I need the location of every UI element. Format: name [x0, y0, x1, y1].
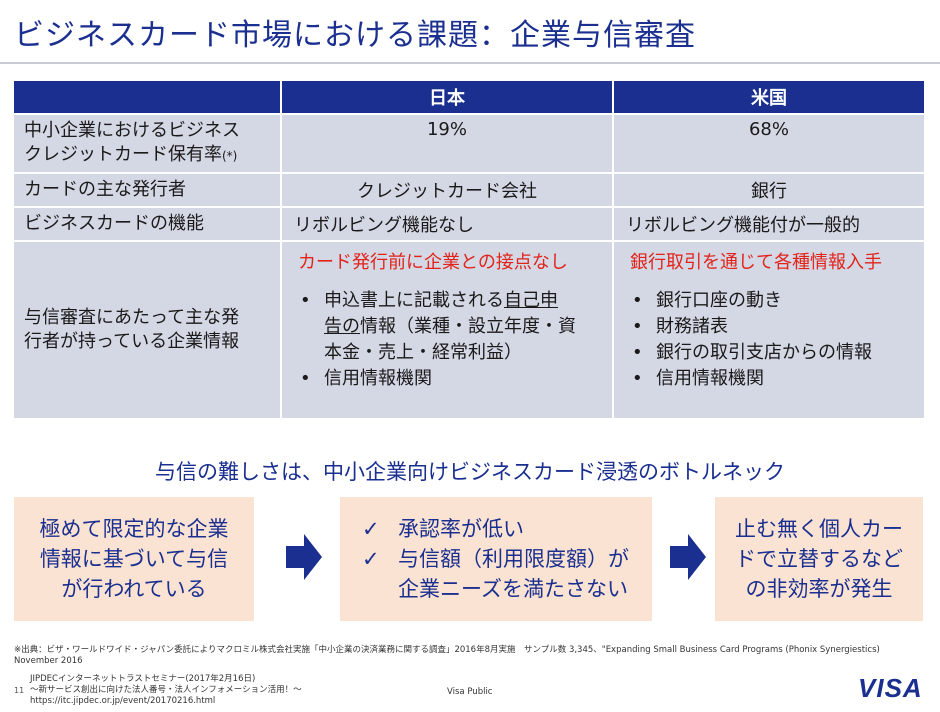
row-label-line: 中小企業におけるビジネス	[24, 120, 240, 141]
issue-text: 与信額（利用限度額）が	[398, 547, 629, 571]
bottleneck-statement: 与信の難しさは、中小企業向けビジネスカード浸透のボトルネック	[155, 460, 785, 484]
header-japan: 日本	[282, 81, 614, 115]
comparison-table: 日本 米国 中小企業におけるビジネス クレジットカード保有率(*) 19% 68…	[14, 81, 924, 420]
seminar-link[interactable]: https://itc.jipdec.or.jp/event/20170216.…	[30, 696, 216, 706]
list-item: 銀行口座の動き	[626, 288, 924, 314]
list-item: ✓ 承認率が低い	[362, 514, 629, 544]
table-row: カードの主な発行者 クレジットカード会社 銀行	[14, 174, 924, 208]
us-info-heading: 銀行取引を通じて各種情報入手	[630, 252, 882, 273]
box-line: ドで立替するなど	[735, 547, 903, 571]
bullet-text: 申込書上に記載される	[324, 290, 504, 311]
japan-company-info: カード発行前に企業との接点なし 申込書上に記載される自己申 告の情報（業種・設立…	[282, 242, 614, 420]
us-card-function: リボルビング機能付が一般的	[614, 208, 924, 242]
box-line: 情報に基づいて与信	[39, 547, 229, 571]
bullet-text-underlined: 告の	[324, 316, 360, 337]
bullet-text-underlined: 自己申	[504, 290, 558, 311]
us-issuer: 銀行	[614, 174, 924, 208]
check-icon: ✓	[362, 547, 380, 571]
header-empty	[14, 81, 282, 115]
box-line: の非効率が発生	[745, 577, 893, 601]
row-label-line: 与信審査にあたって主な発	[24, 307, 240, 328]
japan-issuer: クレジットカード会社	[282, 174, 614, 208]
table-row: 与信審査にあたって主な発 行者が持っている企業情報 カード発行前に企業との接点な…	[14, 242, 924, 420]
row-label-line: 行者が持っている企業情報	[24, 331, 240, 352]
japan-ownership-rate: 19%	[282, 115, 614, 174]
table-row: ビジネスカードの機能 リボルビング機能なし リボルビング機能付が一般的	[14, 208, 924, 242]
us-company-info: 銀行取引を通じて各種情報入手 銀行口座の動き 財務諸表 銀行の取引支店からの情報…	[614, 242, 924, 420]
us-info-list: 銀行口座の動き 財務諸表 銀行の取引支店からの情報 信用情報機関	[626, 288, 924, 392]
list-item: 信用情報機関	[294, 366, 612, 392]
seminar-info: JIPDECインターネットトラストセミナー(2017年2月16日) ～新サービス…	[30, 674, 302, 707]
issue-text: 企業ニーズを満たさない	[398, 577, 628, 601]
issue-text: 承認率が低い	[398, 517, 524, 541]
arrow-right-icon	[286, 534, 322, 580]
list-item: 財務諸表	[626, 314, 924, 340]
table-row: 中小企業におけるビジネス クレジットカード保有率(*) 19% 68%	[14, 115, 924, 174]
japan-info-list: 申込書上に記載される自己申 告の情報（業種・設立年度・資 本金・売上・経常利益）…	[294, 288, 612, 392]
visa-logo: VISA	[858, 673, 923, 703]
japan-info-heading: カード発行前に企業との接点なし	[298, 252, 568, 273]
box-line: 極めて限定的な企業	[39, 517, 229, 541]
box-line: が行われている	[61, 577, 207, 601]
credit-issues-box: ✓ 承認率が低い ✓ 与信額（利用限度額）が 企業ニーズを満たさない	[340, 497, 652, 621]
classification-label: Visa Public	[447, 687, 493, 697]
row-label-ownership-rate: 中小企業におけるビジネス クレジットカード保有率(*)	[14, 115, 282, 174]
header-us: 米国	[614, 81, 924, 115]
seminar-line: JIPDECインターネットトラストセミナー(2017年2月16日)	[30, 674, 256, 684]
issues-list: ✓ 承認率が低い ✓ 与信額（利用限度額）が 企業ニーズを満たさない	[362, 514, 629, 604]
footnote-mark: (*)	[222, 149, 238, 163]
list-item: 銀行の取引支店からの情報	[626, 340, 924, 366]
source-line: ※出典：ビザ・ワールドワイド・ジャパン委託によりマクロミル株式会社実施「中小企業…	[14, 645, 880, 655]
check-icon: ✓	[362, 517, 380, 541]
japan-card-function: リボルビング機能なし	[282, 208, 614, 242]
limited-info-box: 極めて限定的な企業 情報に基づいて与信 が行われている	[14, 497, 254, 621]
row-label-text: クレジットカード保有率	[24, 144, 222, 165]
bullet-text: 情報（業種・設立年度・資	[360, 316, 576, 337]
source-line: November 2016	[14, 656, 83, 666]
row-label-company-info: 与信審査にあたって主な発 行者が持っている企業情報	[14, 242, 282, 420]
list-item: ✓ 与信額（利用限度額）が 企業ニーズを満たさない	[362, 544, 629, 604]
arrow-right-icon	[670, 534, 706, 580]
page-number: 11	[14, 686, 25, 695]
row-label-issuer: カードの主な発行者	[14, 174, 282, 208]
inefficiency-box: 止む無く個人カー ドで立替するなど の非効率が発生	[715, 497, 923, 621]
row-label-card-function: ビジネスカードの機能	[14, 208, 282, 242]
table-header-row: 日本 米国	[14, 81, 924, 115]
list-item: 申込書上に記載される自己申 告の情報（業種・設立年度・資 本金・売上・経常利益）	[294, 288, 612, 366]
title-divider	[0, 62, 940, 64]
list-item: 信用情報機関	[626, 366, 924, 392]
us-ownership-rate: 68%	[614, 115, 924, 174]
seminar-line: ～新サービス創出に向けた法人番号・法人インフォメーション活用！～	[30, 685, 302, 695]
row-label-line: クレジットカード保有率(*)	[24, 143, 272, 168]
slide-title: ビジネスカード市場における課題：企業与信審査	[14, 18, 696, 53]
source-note: ※出典：ビザ・ワールドワイド・ジャパン委託によりマクロミル株式会社実施「中小企業…	[14, 645, 914, 667]
bullet-text: 本金・売上・経常利益）	[324, 342, 522, 363]
box-line: 止む無く個人カー	[735, 517, 903, 541]
